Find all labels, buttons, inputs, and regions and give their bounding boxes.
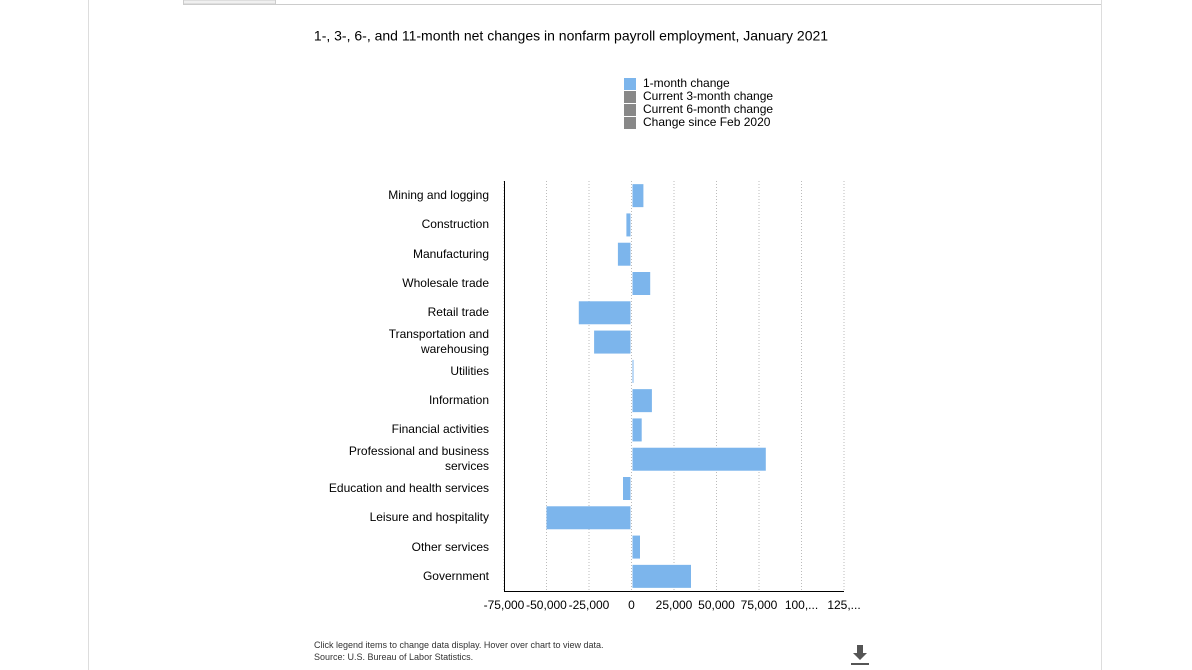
bar [632, 564, 691, 588]
bar [617, 242, 631, 266]
bar [632, 447, 766, 471]
y-tick-label: Information [428, 393, 489, 408]
footer-source: Source: U.S. Bureau of Labor Statistics. [314, 652, 474, 662]
footer-note: Click legend items to change data displa… [314, 640, 604, 650]
download-icon[interactable] [851, 645, 869, 665]
y-tick-label: Professional and business services [348, 444, 489, 474]
x-tick-label: 125,... [827, 598, 860, 612]
x-tick-label: 100,... [785, 598, 818, 612]
y-tick-label: Utilities [450, 363, 489, 378]
x-tick-label: -50,000 [526, 598, 567, 612]
y-tick-label: Construction [421, 217, 489, 232]
bar [626, 213, 631, 237]
tab[interactable] [183, 0, 276, 5]
y-tick-label: Manufacturing [412, 246, 489, 261]
y-tick-label: Mining and logging [388, 188, 489, 203]
legend-swatch[interactable] [624, 78, 636, 90]
y-tick-label: Leisure and hospitality [369, 510, 489, 525]
x-tick-label: 25,000 [656, 598, 693, 612]
bar [632, 272, 651, 295]
x-tick-label: 0 [628, 598, 635, 612]
bar [632, 359, 634, 383]
x-tick-label: 75,000 [741, 598, 778, 612]
bar [594, 330, 631, 354]
chart-title: 1-, 3-, 6-, and 11-month net changes in … [314, 28, 828, 44]
y-tick-label: Financial activities [391, 422, 489, 437]
y-tick-label: Wholesale trade [402, 276, 489, 290]
bar [546, 506, 631, 530]
x-tick-label: 50,000 [698, 598, 735, 612]
x-tick-label: -75,000 [484, 598, 525, 612]
legend-label[interactable]: Current 6-month change [643, 102, 773, 116]
bar [623, 477, 631, 500]
legend-label[interactable]: 1-month change [643, 76, 730, 90]
bar [632, 389, 652, 413]
y-tick-label: Other services [411, 539, 489, 554]
legend-swatch[interactable] [624, 104, 636, 116]
legend-label[interactable]: Change since Feb 2020 [643, 115, 771, 129]
legend-label[interactable]: Current 3-month change [643, 89, 773, 103]
bar [632, 418, 642, 442]
y-tick-label: Government [422, 568, 489, 583]
legend-swatch[interactable] [624, 117, 636, 129]
bar [578, 301, 631, 325]
bar [632, 184, 644, 208]
bar [632, 535, 640, 559]
legend-swatch[interactable] [624, 91, 636, 103]
y-tick-label: Education and health services [328, 481, 489, 495]
x-tick-label: -25,000 [569, 598, 610, 612]
y-tick-label: Transportation and warehousing [388, 327, 489, 357]
y-tick-label: Retail trade [427, 305, 489, 320]
